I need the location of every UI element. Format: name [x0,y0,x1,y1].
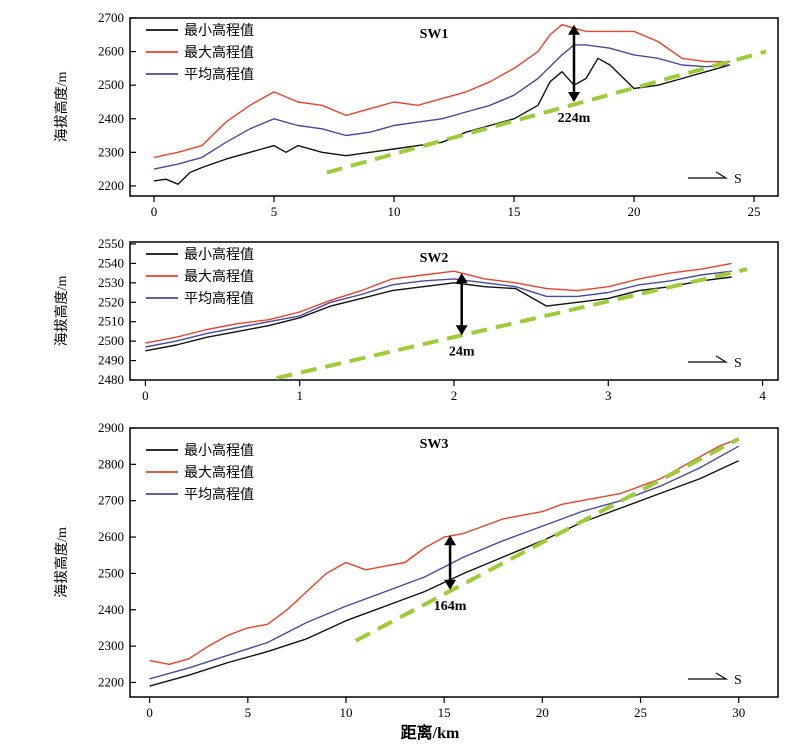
annotation-arrow-head-up [568,24,580,35]
chart-panel-2: 2480 2490 2500 2510 2520 2530 2540 2550 0 1 2 3 4 海拔高… [53,236,779,403]
y-tick-label: 2800 [98,456,124,471]
y-tick-label: 2490 [98,353,124,368]
x-tick-label: 20 [536,705,549,720]
y-tick-label: 2500 [98,77,124,92]
chart-title: SW3 [420,437,449,452]
y-tick-label: 2300 [98,144,124,159]
x-tick-label: 15 [438,705,451,720]
y-tick-label: 2400 [98,111,124,126]
series-line-avg [145,270,732,348]
y-tick-label: 2530 [98,275,124,290]
annotation-label: 224m [558,111,591,126]
y-tick-label: 2600 [98,44,124,59]
y-tick-label: 2200 [98,178,124,193]
y-tick-label: 2540 [98,255,124,270]
y-tick-label: 2700 [98,10,124,25]
x-tick-label: 25 [748,204,761,219]
series-line-min [145,276,732,352]
series-line-max [149,438,739,665]
chart-title: SW1 [420,27,449,42]
legend-label-max: 最大高程值 [184,44,254,61]
direction-arrow-icon [688,171,729,179]
legend-label-avg: 平均高程值 [184,486,254,503]
annotation-arrow-head-down [568,91,580,102]
x-tick-label: 4 [759,388,766,403]
direction-label: S [734,673,742,688]
legend-label-max: 最大高程值 [184,268,254,285]
series-line-min [153,57,731,185]
x-tick-label: 0 [151,204,158,219]
y-tick-label: 2550 [98,236,124,251]
annotation-label: 164m [434,599,467,614]
chart-panel-1: 2200 2300 2400 2500 2600 2700 0 5 10 15 20 25 海拔高度/m… [53,10,779,219]
x-tick-label: 20 [628,204,641,219]
trend-line [276,267,748,381]
legend-label-avg: 平均高程值 [184,290,254,307]
plot-frame [129,17,779,197]
legend-label-avg: 平均高程值 [184,66,254,83]
x-tick-label: 1 [296,388,303,403]
legend-label-min: 最小高程值 [184,442,254,459]
x-tick-label: 15 [508,204,521,219]
direction-arrow-icon [688,355,729,363]
annotation-arrow-head-up [455,273,468,284]
y-axis-label: 海拔高度/m [53,276,70,347]
x-tick-label: 3 [605,388,612,403]
x-tick-label: 0 [142,388,149,403]
y-axis-label: 海拔高度/m [53,527,70,598]
plot-frame [129,427,779,698]
direction-label: S [734,172,742,187]
x-tick-label: 2 [451,388,458,403]
x-tick-label: 5 [271,204,278,219]
x-tick-label: 25 [634,705,647,720]
direction-arrow-icon [688,672,729,680]
annotation-arrow-head-up [444,535,457,546]
y-axis-label: 海拔高度/m [53,72,70,143]
y-tick-label: 2500 [98,565,124,580]
x-tick-label: 5 [245,705,252,720]
series-line-min [149,460,739,687]
x-tick-label: 10 [340,705,353,720]
legend-label-min: 最小高程值 [184,22,254,39]
y-tick-label: 2520 [98,294,124,309]
series-line-max [153,24,730,159]
y-tick-label: 2480 [98,372,124,387]
y-tick-label: 2200 [98,674,124,689]
x-axis-label: 距离/km [401,723,460,742]
annotation-arrow-head-down [455,325,468,336]
chart-title: SW2 [420,251,449,266]
x-tick-label: 10 [388,204,401,219]
y-tick-label: 2400 [98,602,124,617]
x-tick-label: 0 [146,705,153,720]
y-tick-label: 2900 [98,420,124,435]
direction-label: S [734,356,742,371]
series-line-avg [153,44,731,170]
y-tick-label: 2300 [98,638,124,653]
chart-panel-3: 2200 2300 2400 2500 2600 2700 2800 2900 0 5 10 15 20… [53,420,779,720]
x-tick-label: 30 [732,705,745,720]
annotation-arrow-head-down [444,579,457,590]
trend-line [326,49,767,175]
series-line-avg [149,445,740,680]
y-tick-label: 2600 [98,529,124,544]
y-tick-label: 2510 [98,314,124,329]
y-tick-label: 2500 [98,333,124,348]
legend-label-min: 最小高程值 [184,246,254,263]
legend-label-max: 最大高程值 [184,464,254,481]
y-tick-label: 2700 [98,493,124,508]
annotation-label: 24m [449,344,475,359]
trend-line [354,437,740,643]
series-line-max [145,262,732,344]
